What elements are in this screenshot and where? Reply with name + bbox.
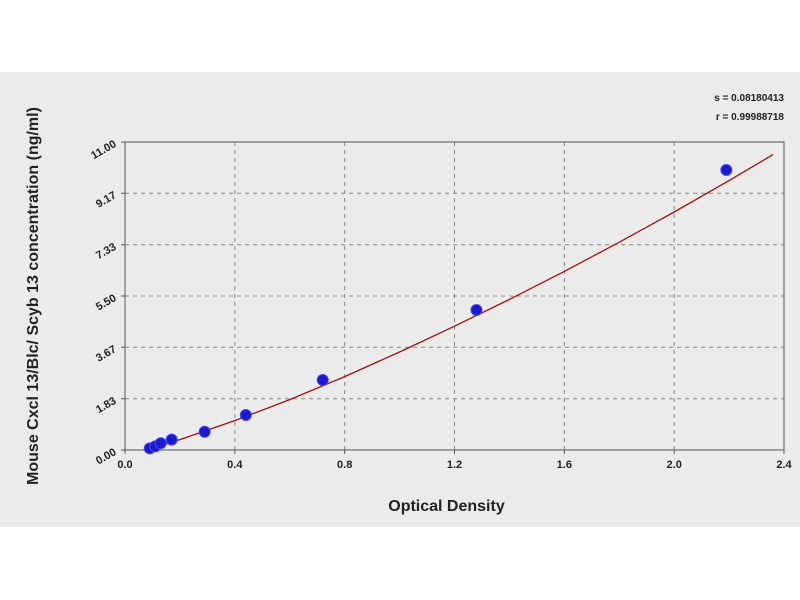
y-axis-title: Mouse Cxcl 13/Blc/ Scyb 13 concentration… (25, 107, 42, 485)
y-tick-label: 9.17 (94, 189, 119, 210)
chart-panel (0, 72, 800, 527)
data-point (720, 164, 733, 176)
x-tick-label: 2.4 (776, 459, 792, 471)
x-axis-title: Optical Density (388, 498, 505, 515)
x-tick-label: 1.6 (557, 459, 572, 471)
x-axis: 0.0 0.4 0.8 1.2 1.6 2.0 2.4 (117, 450, 793, 471)
y-tick-label: 3.67 (94, 343, 119, 364)
data-point (316, 374, 329, 386)
x-tick-label: 0.4 (227, 459, 243, 471)
y-tick-label: 11.00 (89, 138, 118, 162)
fit-curve (146, 154, 774, 451)
data-points (143, 164, 733, 455)
x-tick-label: 0.8 (337, 459, 352, 471)
data-point (154, 437, 167, 450)
x-tick-label: 1.2 (447, 459, 462, 471)
data-point (165, 433, 178, 446)
y-tick-label: 5.50 (94, 292, 119, 313)
data-point (198, 425, 211, 438)
grid (125, 142, 784, 450)
x-tick-label: 2.0 (667, 459, 682, 471)
y-tick-label: 7.33 (94, 241, 119, 262)
x-tick-label: 0.0 (117, 459, 132, 471)
data-point (470, 304, 483, 316)
y-tick-label: 0.00 (94, 446, 119, 467)
data-point (239, 409, 252, 421)
y-tick-label: 1.83 (94, 395, 119, 416)
stat-s-label: s = 0.08180413 (714, 93, 784, 104)
stat-r-label: r = 0.99988718 (716, 112, 785, 123)
y-axis: 0.00 1.83 3.67 5.50 7.33 9.17 11.00 (89, 138, 125, 467)
